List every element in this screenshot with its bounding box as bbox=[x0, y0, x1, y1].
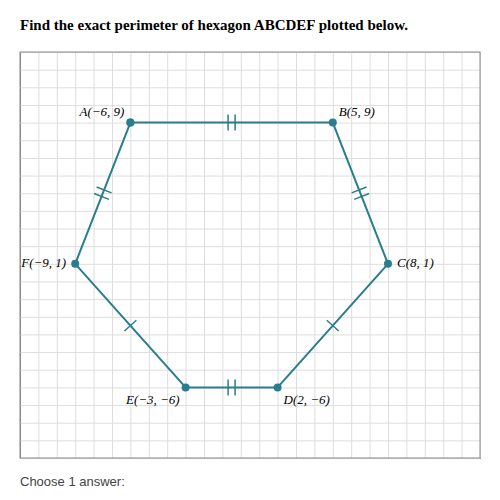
grid-line bbox=[20, 317, 480, 318]
plot: A(−6, 9) B(5, 9) C(8, 1) D(2, −6) E(−3, −6) F… bbox=[20, 52, 481, 459]
labels: A(−6, 9) B(5, 9) C(8, 1) D(2, −6) E(−3, −6) F… bbox=[20, 104, 434, 407]
vertex-label: B(5, 9) bbox=[339, 104, 375, 119]
vertex-dot bbox=[274, 383, 282, 391]
tick bbox=[278, 52, 279, 458]
grid-line bbox=[443, 52, 444, 458]
tick bbox=[20, 440, 480, 441]
tick bbox=[20, 70, 480, 71]
vertex-dot bbox=[71, 260, 79, 268]
vertex-dot bbox=[329, 119, 337, 127]
title: Find the exact perimeter of hexagon ABCD… bbox=[20, 17, 408, 33]
tick bbox=[20, 352, 480, 353]
grid-line bbox=[20, 140, 480, 141]
edge-mark bbox=[327, 320, 339, 331]
grid-line bbox=[222, 52, 223, 458]
polygon-line bbox=[75, 123, 388, 388]
edge-tick bbox=[94, 194, 109, 200]
vertex-label: A(−6, 9) bbox=[79, 104, 125, 119]
edge-tick bbox=[227, 115, 229, 131]
vertex-dot bbox=[384, 260, 392, 268]
tick bbox=[20, 246, 480, 247]
tick bbox=[20, 370, 480, 371]
edge-tick bbox=[234, 115, 236, 131]
tick bbox=[443, 52, 444, 458]
tick bbox=[20, 299, 480, 300]
edge-tick bbox=[234, 379, 236, 395]
grid-line bbox=[278, 52, 279, 458]
chart: Find the exact perimeter of hexagon ABCD… bbox=[0, 0, 500, 500]
grid-line bbox=[20, 440, 480, 441]
edge-mark bbox=[352, 187, 369, 199]
tick bbox=[75, 52, 76, 458]
grid-line bbox=[20, 281, 480, 282]
edge-mark bbox=[228, 115, 235, 131]
grid-line bbox=[20, 299, 480, 300]
grid-line bbox=[20, 70, 480, 71]
edge-tick bbox=[97, 187, 112, 193]
tick bbox=[186, 52, 187, 458]
grid-line bbox=[333, 52, 334, 458]
tick bbox=[20, 193, 480, 194]
grid-line bbox=[241, 52, 242, 458]
tick bbox=[222, 52, 223, 458]
vertex-dot bbox=[126, 119, 134, 127]
grid-line bbox=[204, 52, 205, 458]
vertex-label: D(2, −6) bbox=[283, 392, 330, 407]
grid-line bbox=[20, 158, 480, 159]
grid-line bbox=[20, 246, 480, 247]
tick bbox=[20, 158, 480, 159]
edge-tick bbox=[227, 379, 229, 395]
tick bbox=[20, 281, 480, 282]
vertex-label: F(−9, 1) bbox=[20, 255, 66, 270]
grid-line bbox=[388, 52, 389, 458]
footer: Choose 1 answer: bbox=[20, 474, 125, 489]
tick bbox=[20, 317, 480, 318]
grid-line bbox=[259, 52, 260, 458]
edge-mark bbox=[124, 320, 136, 331]
tick bbox=[20, 211, 480, 212]
edge-mark bbox=[94, 187, 111, 199]
vertex-dot bbox=[126, 119, 134, 127]
edge-mark bbox=[228, 379, 235, 395]
tick bbox=[20, 176, 480, 177]
edge-tick bbox=[124, 320, 136, 331]
y-axis bbox=[20, 53, 480, 459]
tick bbox=[20, 334, 480, 335]
edge-tick bbox=[354, 194, 369, 200]
tick bbox=[20, 405, 480, 406]
tick bbox=[259, 52, 260, 458]
tick bbox=[20, 140, 480, 141]
vertex-label: C(8, 1) bbox=[397, 255, 434, 270]
tick bbox=[333, 52, 334, 458]
grid-line bbox=[20, 405, 480, 406]
data-layer bbox=[71, 115, 392, 396]
tick bbox=[241, 52, 242, 458]
grid-line bbox=[20, 334, 480, 335]
grid-line bbox=[20, 352, 480, 353]
x-axis bbox=[21, 52, 481, 459]
grid-line bbox=[186, 52, 187, 458]
edge-tick bbox=[352, 187, 367, 193]
tick bbox=[204, 52, 205, 458]
tick bbox=[462, 52, 463, 458]
axis-domain bbox=[21, 53, 481, 459]
axis-domain bbox=[21, 52, 481, 459]
grid-line bbox=[20, 211, 480, 212]
vertex-dot bbox=[182, 383, 190, 391]
vertex-label: E(−3, −6) bbox=[125, 392, 180, 407]
grid-line bbox=[20, 370, 480, 371]
grid-line bbox=[75, 52, 76, 458]
plot-frame bbox=[20, 52, 480, 458]
grid-line bbox=[20, 193, 480, 194]
tick bbox=[20, 423, 480, 424]
grid-line bbox=[20, 176, 480, 177]
tick bbox=[388, 52, 389, 458]
edge-tick bbox=[327, 320, 339, 331]
grid-line bbox=[462, 52, 463, 458]
grid-line bbox=[20, 87, 480, 88]
tick bbox=[20, 87, 480, 88]
grid-line bbox=[20, 423, 480, 424]
